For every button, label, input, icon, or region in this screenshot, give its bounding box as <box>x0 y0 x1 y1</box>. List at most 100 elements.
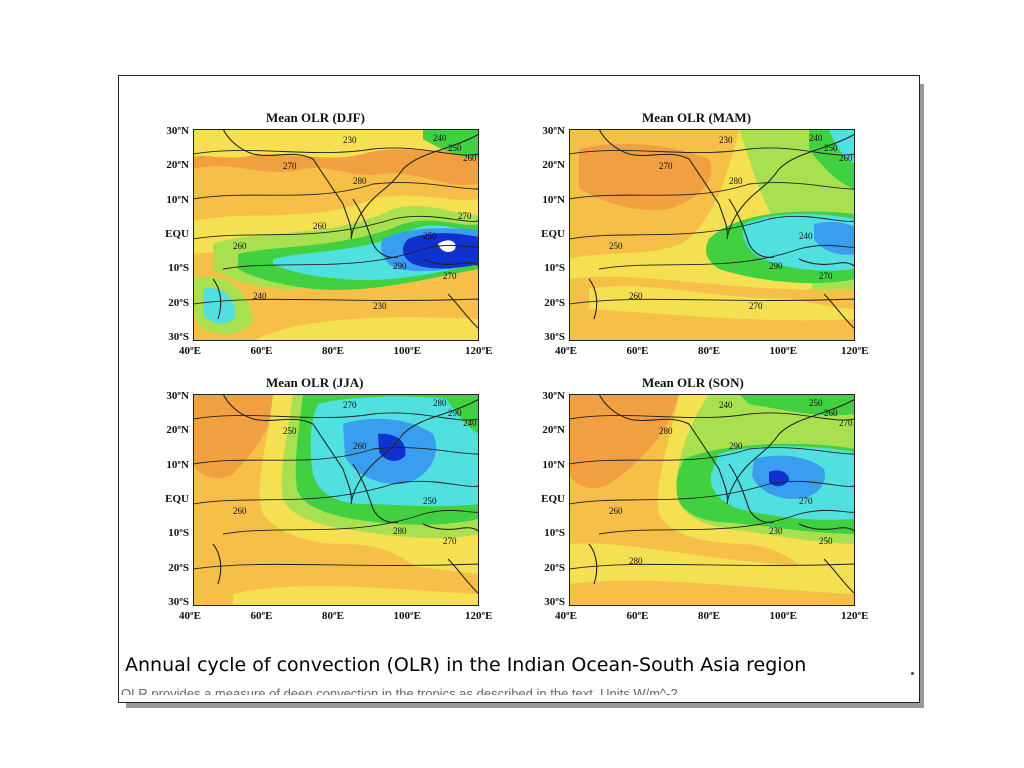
decorative-dot <box>911 672 914 675</box>
coastline <box>798 523 855 533</box>
panel-title: Mean OLR (DJF) <box>266 110 365 125</box>
lat-tick-label: 20ºS <box>168 561 189 574</box>
lat-tick-label: 20ºN <box>166 424 189 437</box>
contour-label: 250 <box>423 231 437 241</box>
coastline <box>598 129 855 240</box>
lat-tick-label: 30ºS <box>168 596 189 608</box>
contour-label: 290 <box>729 441 743 451</box>
lon-tick-label: 80ºE <box>322 345 344 357</box>
lat-tick-label: 20ºN <box>166 159 189 172</box>
contour-line <box>193 412 479 421</box>
contour-line <box>222 509 479 535</box>
coastline <box>212 543 222 585</box>
contour-label: 270 <box>458 211 472 221</box>
contour-label: 240 <box>809 133 823 143</box>
slide-frame: Mean OLR (DJF) 230 240 250 260 270 280 290 270 26… <box>118 75 920 703</box>
coastline <box>447 558 479 595</box>
coastline <box>588 278 598 320</box>
contour-line <box>569 147 855 156</box>
olr-band <box>569 394 679 489</box>
lon-tick-label: 60ºE <box>250 345 273 357</box>
contour-label: 290 <box>393 261 407 271</box>
lat-tick-label: 10ºN <box>542 193 565 206</box>
lat-tick-label: 30ºS <box>544 596 565 608</box>
contour-label: 230 <box>343 135 357 145</box>
olr-band <box>579 143 712 210</box>
contour-label: 230 <box>769 526 783 536</box>
contour-label: 270 <box>819 271 833 281</box>
contour-line <box>569 480 855 505</box>
map-frame <box>193 129 479 341</box>
coastline <box>352 463 399 523</box>
contour-line <box>569 215 855 240</box>
contour-label: 260 <box>839 153 853 163</box>
figure-caption: Annual cycle of convection (OLR) in the … <box>125 654 807 676</box>
contour-label: 280 <box>433 398 447 408</box>
olr-band <box>423 129 479 158</box>
contour-line <box>193 147 479 156</box>
lat-tick-label: 20ºN <box>542 424 565 437</box>
contour-label: 260 <box>233 506 247 516</box>
contour-label: 270 <box>443 271 457 281</box>
lon-tick-label: 60ºE <box>626 610 649 622</box>
contour-label: 260 <box>313 221 327 231</box>
lon-tick-label: 100ºE <box>769 610 797 622</box>
lat-tick-label: 20ºN <box>542 159 565 172</box>
contour-line <box>569 447 855 465</box>
contour-line <box>598 509 855 535</box>
lat-tick-label: 20ºS <box>544 561 565 574</box>
lat-tick-label: 30ºN <box>166 125 189 137</box>
lon-tick-label: 40ºE <box>179 345 201 357</box>
lon-tick-label: 60ºE <box>250 610 273 622</box>
map-frame <box>569 394 855 606</box>
map-frame <box>193 394 479 606</box>
lat-tick-label: EQU <box>541 228 565 240</box>
coastline <box>222 129 479 240</box>
olr-map: 230 2402502602702802902702602502402302602… <box>193 129 479 341</box>
lon-tick-label: 40ºE <box>179 610 201 622</box>
contour-label: 270 <box>799 496 813 506</box>
olr-band <box>402 233 479 269</box>
olr-band <box>233 586 479 606</box>
lon-tick-label: 100ºE <box>393 610 421 622</box>
lon-tick-label: 100ºE <box>393 345 421 357</box>
panel-title: Mean OLR (JJA) <box>266 375 364 390</box>
contour-line <box>193 480 479 505</box>
contour-line <box>569 182 855 200</box>
coastline <box>728 198 775 258</box>
lon-tick-label: 80ºE <box>698 345 720 357</box>
coastline <box>422 523 479 533</box>
contour-line <box>193 215 479 240</box>
lon-tick-label: 120ºE <box>841 345 869 357</box>
contour-label: 280 <box>659 426 673 436</box>
contour-label: 250 <box>423 496 437 506</box>
contour-label: 270 <box>343 400 357 410</box>
contour-line <box>222 244 479 270</box>
lat-tick-label: EQU <box>165 228 189 240</box>
olr-band <box>203 288 236 324</box>
lat-tick-label: EQU <box>541 493 565 505</box>
contour-label: 280 <box>353 176 367 186</box>
contour-label: 260 <box>353 441 367 451</box>
lat-tick-label: 10ºS <box>168 262 189 275</box>
lat-tick-label: 10ºS <box>168 527 189 540</box>
contour-label: 270 <box>443 536 457 546</box>
contour-label: 290 <box>769 261 783 271</box>
olr-band <box>253 317 479 341</box>
olr-band <box>569 580 855 606</box>
contour-label: 280 <box>629 556 643 566</box>
contour-label: 250 <box>448 143 462 153</box>
lon-tick-label: 40ºE <box>555 610 577 622</box>
coastline <box>798 258 855 268</box>
lon-tick-label: 80ºE <box>322 610 344 622</box>
contour-label: 260 <box>463 153 477 163</box>
lat-tick-label: 10ºS <box>544 527 565 540</box>
contour-label: 250 <box>819 536 833 546</box>
map-frame <box>569 129 855 341</box>
contour-label: 260 <box>629 291 643 301</box>
coastline <box>422 258 479 268</box>
lat-tick-label: 10ºN <box>542 458 565 471</box>
olr-band <box>739 394 855 416</box>
